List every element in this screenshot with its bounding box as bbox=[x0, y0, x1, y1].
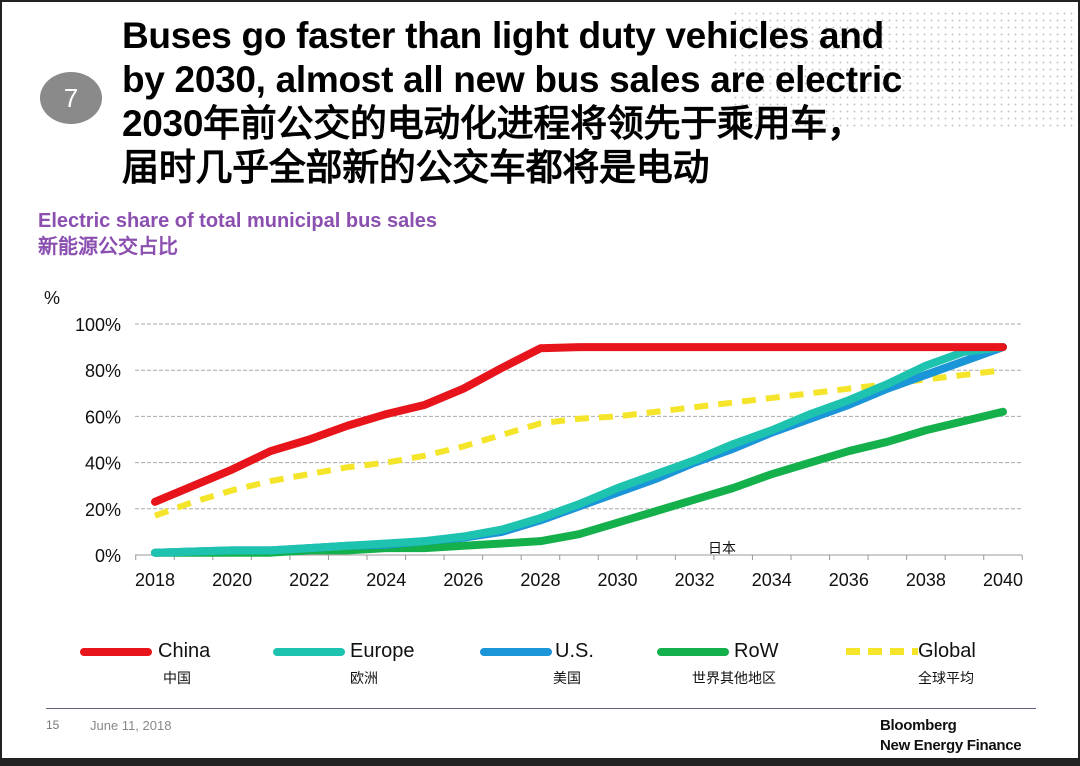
x-tick-label: 2030 bbox=[598, 570, 638, 590]
legend-label: China bbox=[158, 640, 211, 662]
legend-swatch bbox=[80, 648, 152, 656]
series-line-row bbox=[151, 407, 1007, 557]
x-tick-label: 2020 bbox=[212, 570, 252, 590]
chart-title-cn: 新能源公交占比 bbox=[38, 236, 178, 258]
title-line: 2030年前公交的电动化进程将领先于乘用车， bbox=[122, 103, 864, 144]
x-tick-label: 2026 bbox=[443, 570, 483, 590]
legend-label-cn: 全球平均 bbox=[918, 670, 974, 686]
x-tick-label: 2036 bbox=[829, 570, 869, 590]
bnef-logo: Bloomberg New Energy Finance bbox=[880, 716, 1022, 756]
x-tick-label: 2022 bbox=[289, 570, 329, 590]
title-line: Buses go faster than light duty vehicles… bbox=[122, 15, 884, 56]
legend-swatch bbox=[846, 648, 918, 655]
chart-title-en: Electric share of total municipal bus sa… bbox=[38, 210, 438, 232]
legend-label-cn: 欧洲 bbox=[350, 670, 378, 686]
legend-label-cn: 美国 bbox=[553, 670, 581, 686]
y-tick-label: 80% bbox=[85, 361, 121, 381]
title-line: by 2030, almost all new bus sales are el… bbox=[122, 59, 903, 100]
dot-pattern-decoration bbox=[732, 10, 1077, 130]
y-tick-label: 100% bbox=[75, 315, 121, 335]
footer-date: June 11, 2018 bbox=[90, 718, 172, 733]
chart-annotation: 日本 bbox=[708, 540, 736, 556]
logo-line: New Energy Finance bbox=[880, 737, 1022, 754]
legend-swatch bbox=[657, 648, 729, 656]
slide-number-badge: 7 bbox=[40, 72, 102, 124]
y-tick-label: 40% bbox=[85, 454, 121, 474]
page-number: 15 bbox=[46, 718, 60, 732]
legend-label: Global bbox=[918, 640, 976, 662]
slide-title: Buses go faster than light duty vehicles… bbox=[122, 14, 902, 190]
x-tick-label: 2024 bbox=[366, 570, 406, 590]
x-tick-label: 2018 bbox=[135, 570, 175, 590]
legend-label: Europe bbox=[350, 640, 415, 662]
legend-swatch bbox=[480, 648, 552, 656]
x-tick-label: 2040 bbox=[983, 570, 1023, 590]
x-tick-label: 2034 bbox=[752, 570, 792, 590]
legend-label-cn: 中国 bbox=[163, 670, 191, 686]
y-axis-label: % bbox=[44, 288, 60, 308]
x-tick-label: 2038 bbox=[906, 570, 946, 590]
y-tick-label: 20% bbox=[85, 500, 121, 520]
legend-label: RoW bbox=[734, 640, 779, 662]
title-line: 届时几乎全部新的公交车都将是电动 bbox=[122, 147, 710, 188]
legend-label-cn: 世界其他地区 bbox=[692, 670, 776, 686]
chart-title: Electric share of total municipal bus sa… bbox=[38, 208, 437, 260]
logo-line: Bloomberg bbox=[880, 717, 957, 734]
legend: China 中国 Europe 欧洲 U.S. 美国 RoW 世界其他地区 Global 全球平均 bbox=[0, 640, 1080, 690]
x-tick-label: 2028 bbox=[520, 570, 560, 590]
y-tick-label: 60% bbox=[85, 407, 121, 427]
x-tick-label: 2032 bbox=[675, 570, 715, 590]
footer-divider bbox=[46, 708, 1036, 709]
y-tick-label: 0% bbox=[95, 546, 121, 566]
legend-swatch bbox=[273, 648, 345, 656]
legend-label: U.S. bbox=[555, 640, 594, 662]
